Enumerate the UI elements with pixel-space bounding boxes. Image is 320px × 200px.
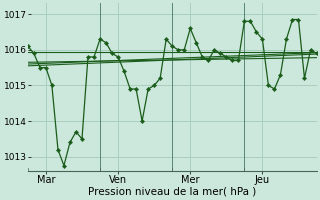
X-axis label: Pression niveau de la mer( hPa ): Pression niveau de la mer( hPa ) [88, 187, 256, 197]
